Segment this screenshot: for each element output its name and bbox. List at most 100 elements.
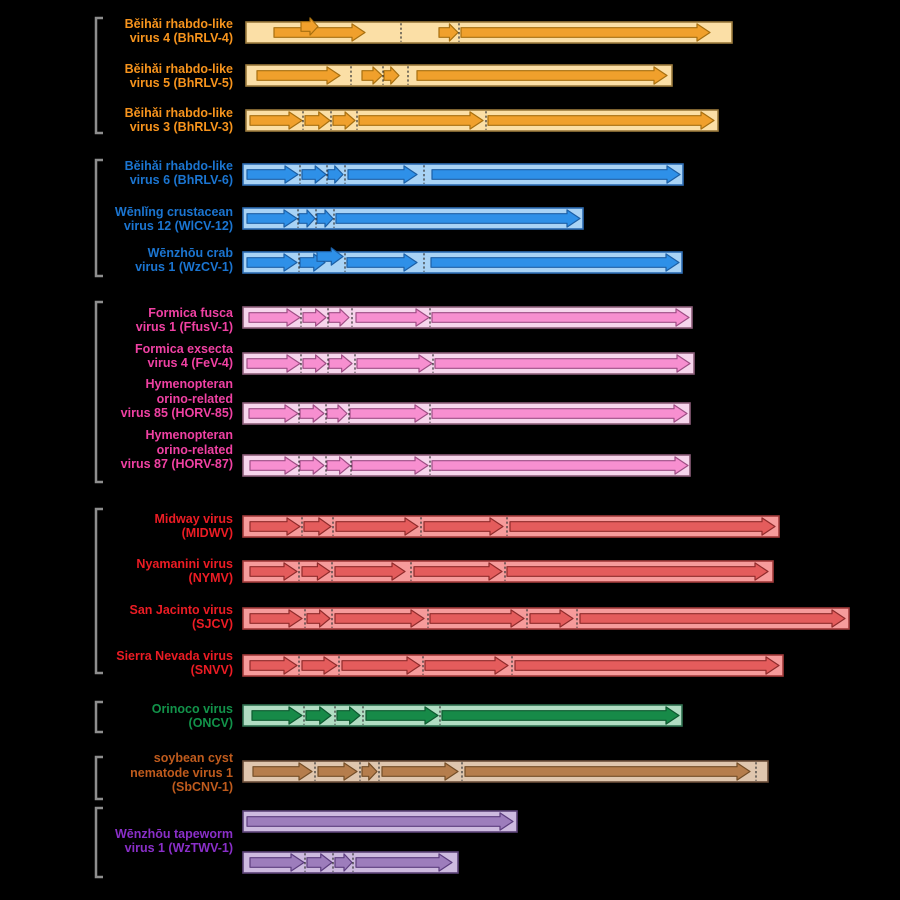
orf-arrow-SNVV (424, 656, 509, 675)
orf-arrow-BhRLV-6 (431, 165, 681, 184)
orf-arrow-BhRLV-3 (358, 111, 484, 130)
orf-arrow-SNVV (514, 656, 780, 675)
orf-arrow-BhRLV-4 (438, 23, 459, 42)
orf-arrow-WzTWV-1-segment-2 (334, 853, 353, 872)
virus-label-line: virus 3 (BhRLV-3) (129, 120, 233, 134)
orf-arrow-SJCV (306, 609, 331, 628)
orf-arrow-WzTWV-1-segment-2 (249, 853, 305, 872)
orf-arrow-ONCV (441, 706, 680, 725)
virus-label-line: Wēnlǐng crustacean (114, 204, 233, 219)
orf-arrow-BhRLV-3 (304, 111, 331, 130)
orf-arrow-FfusV-1 (355, 308, 430, 327)
orf-arrow-MIDWV (423, 517, 504, 536)
orf-arrow-SbCNV-1 (361, 762, 378, 781)
orf-arrow-WzTWV-1-segment-2 (306, 853, 333, 872)
orf-arrow-SJCV (579, 609, 846, 628)
virus-label-line: Hymenopteran (145, 428, 233, 443)
orf-arrow-HORV-85 (248, 404, 299, 423)
orf-arrow-SbCNV-1 (464, 762, 751, 781)
virus-label-line: Formica exsecta (135, 341, 233, 356)
orf-arrow-WlCV-12 (246, 209, 298, 228)
orf-arrow-SJCV (334, 609, 425, 628)
orf-arrow-BhRLV-3 (487, 111, 715, 130)
orf-arrow-BhRLV-5 (256, 66, 341, 85)
orf-arrow-BhRLV-3 (332, 111, 356, 130)
orf-arrow-ONCV (251, 706, 303, 725)
orf-arrow-BhRLV-4 (273, 23, 366, 42)
virus-label-line: (ONCV) (188, 716, 233, 730)
virus-label-WzCV-1: Wēnzhōu crab virus 1 (WzCV-1) (43, 246, 233, 275)
orf-arrow-BhRLV-5 (383, 66, 400, 85)
orf-arrow-WzCV-1 (346, 253, 418, 272)
group-bracket-brown-nematode-group (94, 755, 103, 801)
orf-arrow-SbCNV-1 (252, 762, 313, 781)
virus-label-WlCV-12: Wēnlǐng crustacean virus 12 (WlCV-12) (43, 205, 233, 234)
orf-arrow-FeV-4 (356, 354, 433, 373)
orf-arrow-HORV-87 (249, 456, 299, 475)
orf-arrow-FeV-4 (302, 354, 327, 373)
virus-label-line: virus 6 (BhRLV-6) (129, 173, 233, 187)
virus-label-line: Běihǎi rhabdo-like (124, 158, 233, 173)
virus-label-BhRLV-5: Běihǎi rhabdo-like virus 5 (BhRLV-5) (43, 62, 233, 91)
virus-label-line: (SbCNV-1) (171, 780, 233, 795)
orf-arrow-SJCV (249, 609, 303, 628)
virus-label-line: nematode virus 1 (130, 765, 233, 780)
virus-label-line: orino-related (156, 391, 233, 406)
virus-label-line: virus 5 (BhRLV-5) (129, 76, 233, 90)
virus-label-line: Wēnzhōu tapeworm (114, 826, 233, 841)
virus-label-line: virus 4 (FeV-4) (147, 356, 233, 370)
virus-label-line: San Jacinto virus (129, 602, 233, 617)
virus-label-line: orino-related (156, 442, 233, 457)
virus-label-ONCV: Orinoco virus (ONCV) (43, 702, 233, 731)
virus-label-line: Wēnzhōu crab (147, 245, 233, 260)
orf-arrow-HORV-85 (299, 404, 325, 423)
orf-arrow-MIDWV (249, 517, 301, 536)
virus-label-FfusV-1: Formica fusca virus 1 (FfusV-1) (43, 306, 233, 335)
virus-label-line: virus 1 (WzCV-1) (135, 260, 233, 274)
orf-arrow-FfusV-1 (328, 308, 350, 327)
orf-arrow-HORV-87 (326, 456, 351, 475)
virus-label-line: Běihǎi rhabdo-like (124, 16, 233, 31)
orf-arrow-FeV-4 (434, 354, 691, 373)
orf-arrow-SJCV (529, 609, 574, 628)
orf-arrow-WlCV-12 (316, 209, 334, 228)
orf-arrow-HORV-87 (351, 456, 429, 475)
orf-arrow-NYMV (249, 562, 298, 581)
virus-label-WzTWV-1: Wēnzhōu tapeworm virus 1 (WzTWV-1) (43, 827, 233, 856)
orf-arrow-FfusV-1 (302, 308, 327, 327)
orf-arrow-BhRLV-3 (249, 111, 303, 130)
orf-arrow-SbCNV-1 (317, 762, 358, 781)
orf-arrow-WzCV-1 (316, 247, 344, 266)
orf-arrow-BhRLV-5 (416, 66, 668, 85)
virus-label-HORV-87: Hymenopteran orino-related virus 87 (HORV-… (43, 428, 233, 472)
virus-label-HORV-85: Hymenopteran orino-related virus 85 (HORV-… (43, 377, 233, 421)
orf-arrow-ONCV (336, 706, 361, 725)
group-bracket-red-nyamivirus-group (94, 507, 103, 675)
orf-arrow-MIDWV (509, 517, 776, 536)
orf-arrow-BhRLV-5 (361, 66, 383, 85)
orf-arrow-SNVV (341, 656, 421, 675)
virus-label-line: soybean cyst (153, 751, 233, 766)
orf-arrow-MIDWV (335, 517, 419, 536)
virus-label-line: Orinoco virus (151, 701, 233, 716)
group-bracket-green-orinoco-group (94, 700, 103, 734)
orf-arrow-FeV-4 (246, 354, 301, 373)
orf-arrow-HORV-87 (431, 456, 689, 475)
orf-arrow-SNVV (301, 656, 338, 675)
orf-arrow-WzCV-1 (430, 253, 680, 272)
orf-arrow-NYMV (506, 562, 769, 581)
group-bracket-purple-tapeworm-group (94, 806, 103, 879)
orf-arrow-BhRLV-6 (301, 165, 327, 184)
virus-label-FeV-4: Formica exsecta virus 4 (FeV-4) (43, 342, 233, 371)
virus-label-line: Nyamanini virus (136, 556, 233, 571)
virus-label-line: virus 87 (HORV-87) (120, 457, 233, 472)
virus-label-line: Hymenopteran (145, 377, 233, 392)
orf-arrow-WlCV-12 (298, 209, 316, 228)
orf-arrow-SJCV (429, 609, 525, 628)
virus-label-line: Sierra Nevada virus (116, 648, 233, 663)
orf-arrow-NYMV (301, 562, 331, 581)
virus-label-line: Běihǎi rhabdo-like (124, 61, 233, 76)
virus-label-SbCNV-1: soybean cyst nematode virus 1 (SbCNV-1) (43, 751, 233, 795)
